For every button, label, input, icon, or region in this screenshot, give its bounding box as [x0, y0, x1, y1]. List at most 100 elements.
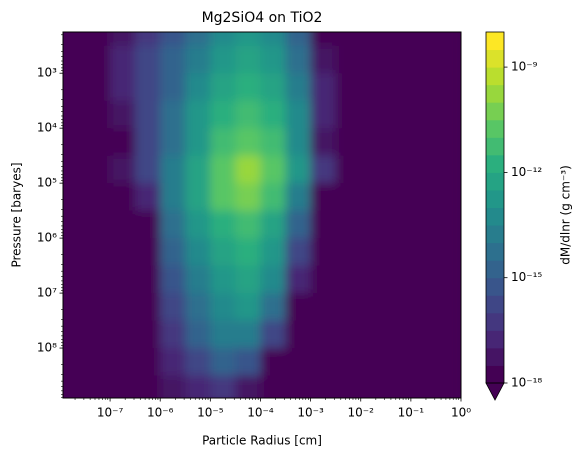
colorbar-band: [486, 242, 504, 261]
contour-cell: [210, 265, 236, 294]
contour-cell: [160, 265, 186, 294]
contour-cell: [135, 238, 161, 267]
contour-cell: [310, 45, 337, 74]
contour-cell: [260, 73, 287, 102]
contour-cell: [410, 265, 437, 294]
colorbar-band: [486, 137, 504, 156]
contour-cell: [160, 293, 186, 322]
axes-frame: [62, 31, 462, 399]
contour-cell: [310, 238, 337, 267]
contour-cell: [135, 348, 161, 377]
contour-cell: [360, 73, 387, 102]
contour-cell: [235, 375, 261, 398]
y-tick-label: 10³: [37, 66, 57, 80]
y-tick-label: 10⁸: [37, 341, 57, 355]
contour-cell: [185, 265, 211, 294]
contour-cell: [260, 45, 287, 74]
contour-cell: [160, 375, 186, 398]
contour-cell: [235, 293, 261, 322]
contour-cell: [185, 45, 211, 74]
contour-cell: [135, 32, 161, 47]
contour-cell: [310, 100, 337, 129]
contour-cell: [210, 375, 236, 398]
contour-cell: [185, 73, 211, 102]
contour-cell: [63, 128, 86, 157]
contour-cell: [335, 45, 362, 74]
contour-cell: [63, 375, 86, 398]
contour-cell: [435, 265, 461, 294]
contour-cell: [210, 32, 236, 47]
contour-cell: [360, 265, 387, 294]
contour-cell: [110, 100, 136, 129]
contour-cell: [235, 348, 261, 377]
contour-cell: [385, 128, 412, 157]
contour-cell: [285, 238, 312, 267]
contour-cell: [110, 348, 136, 377]
colorbar-band: [486, 365, 504, 384]
contour-cell: [310, 210, 337, 239]
contour-cell: [63, 238, 86, 267]
colorbar-band: [486, 207, 504, 226]
contour-cell: [435, 293, 461, 322]
contour-cell: [360, 348, 387, 377]
contour-cell: [63, 210, 86, 239]
contour-cell: [160, 238, 186, 267]
contour-cell: [335, 265, 362, 294]
contour-cell: [335, 320, 362, 349]
contour-cell: [410, 45, 437, 74]
contour-cell: [310, 155, 337, 184]
contour-cell: [210, 210, 236, 239]
contour-cell: [160, 210, 186, 239]
contour-cell: [410, 238, 437, 267]
contour-cell: [160, 128, 186, 157]
contour-cell: [435, 375, 461, 398]
contour-cell: [63, 183, 86, 212]
contour-cell: [210, 73, 236, 102]
colorbar-band: [486, 119, 504, 138]
contour-cell: [185, 348, 211, 377]
contour-cell: [235, 210, 261, 239]
contour-cell: [235, 45, 261, 74]
contour-cell: [210, 128, 236, 157]
x-tick-label: 10⁻⁵: [197, 406, 224, 420]
colorbar-band: [486, 225, 504, 244]
contour-cell: [135, 73, 161, 102]
contour-cell: [385, 183, 412, 212]
contour-cell: [85, 320, 111, 349]
y-tick-label: 10⁵: [37, 176, 57, 190]
contour-cell: [63, 348, 86, 377]
contour-cell: [110, 238, 136, 267]
x-tick-label: 10⁻⁷: [97, 406, 124, 420]
contour-cell: [360, 100, 387, 129]
contour-cell: [360, 183, 387, 212]
contour-cell: [435, 183, 461, 212]
contour-cell: [185, 32, 211, 47]
contour-cell: [310, 183, 337, 212]
contour-cell: [63, 73, 86, 102]
contour-cell: [85, 375, 111, 398]
contour-cell: [410, 210, 437, 239]
contour-cell: [260, 128, 287, 157]
contour-cell: [285, 128, 312, 157]
contour-field: [63, 32, 461, 398]
contour-cell: [410, 128, 437, 157]
contour-cell: [360, 155, 387, 184]
contour-cell: [435, 32, 461, 47]
contour-cell: [435, 320, 461, 349]
chart-title: Mg2SiO4 on TiO2: [202, 10, 323, 26]
contour-cell: [285, 155, 312, 184]
contour-cell: [63, 265, 86, 294]
contour-cell: [310, 73, 337, 102]
contour-cell: [135, 210, 161, 239]
contour-cell: [185, 210, 211, 239]
contour-cell: [85, 155, 111, 184]
contour-cell: [110, 32, 136, 47]
contour-cell: [335, 32, 362, 47]
colorbar-band: [486, 330, 504, 349]
contour-cell: [63, 32, 86, 47]
contour-cell: [110, 183, 136, 212]
x-tick-label: 10⁻²: [348, 406, 375, 420]
colorbar-band: [486, 67, 504, 86]
contour-cell: [410, 183, 437, 212]
